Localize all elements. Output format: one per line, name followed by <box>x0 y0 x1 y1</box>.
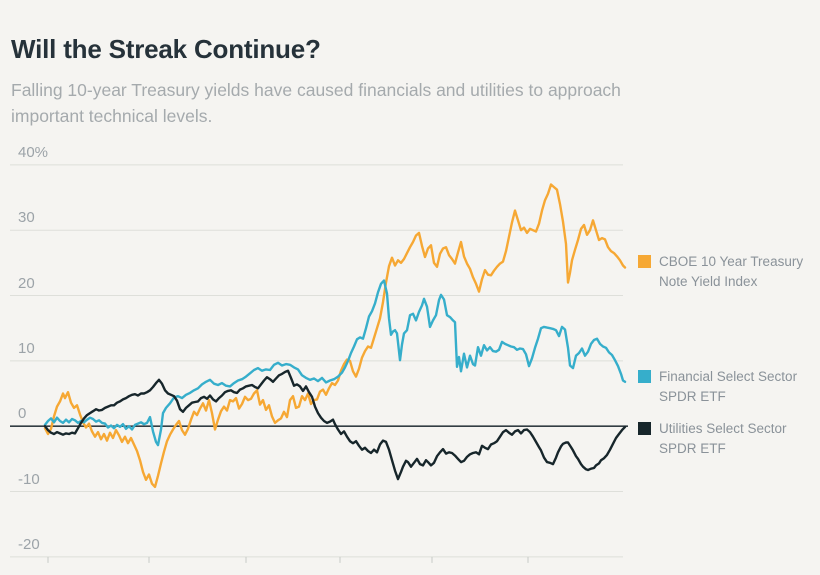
series-line-financial-select-sector-spdr-etf <box>43 279 627 447</box>
chart-subtitle-line1: Falling 10-year Treasury yields have cau… <box>11 80 621 100</box>
y-axis-label: 10 <box>18 339 35 357</box>
legend-item-utilities-spdr-etf: Utilities Select Sector SPDR ETF <box>638 419 813 459</box>
legend-label-line: Financial Select Sector <box>659 369 798 384</box>
chart-title: Will the Streak Continue? <box>11 34 321 64</box>
series-line-utilities-select-sector-spdr-etf <box>43 369 627 481</box>
legend-label-utilities-spdr-etf: Utilities Select Sector SPDR ETF <box>659 419 787 459</box>
legend-label-cboe-treasury-index: CBOE 10 Year Treasury Note Yield Index <box>659 252 803 292</box>
y-axis-label: 20 <box>18 274 35 292</box>
series-line-cboe-10-year-treasury-note-yield-index <box>43 183 627 489</box>
y-axis-label: -20 <box>18 535 40 553</box>
legend-label-financial-spdr-etf: Financial Select Sector SPDR ETF <box>659 367 797 407</box>
y-axis-label: -10 <box>18 470 40 488</box>
legend-label-line: SPDR ETF <box>659 389 726 404</box>
legend-label-line: Note Yield Index <box>659 274 758 289</box>
y-axis-label: 40% <box>18 143 49 161</box>
chart-subtitle-line2: important technical levels. <box>11 106 213 126</box>
legend-label-line: Utilities Select Sector <box>659 421 787 436</box>
y-axis-label: 0 <box>18 405 27 423</box>
legend-label-line: SPDR ETF <box>659 441 726 456</box>
y-axis-label: 30 <box>18 209 35 227</box>
legend-swatch-orange <box>638 255 651 268</box>
legend-label-line: CBOE 10 Year Treasury <box>659 254 804 269</box>
chart-subtitle: Falling 10-year Treasury yields have cau… <box>11 77 621 129</box>
legend-swatch-teal <box>638 370 651 383</box>
legend-item-financial-spdr-etf: Financial Select Sector SPDR ETF <box>638 367 813 407</box>
legend-swatch-black <box>638 422 651 435</box>
legend-item-cboe-treasury-index: CBOE 10 Year Treasury Note Yield Index <box>638 252 813 292</box>
